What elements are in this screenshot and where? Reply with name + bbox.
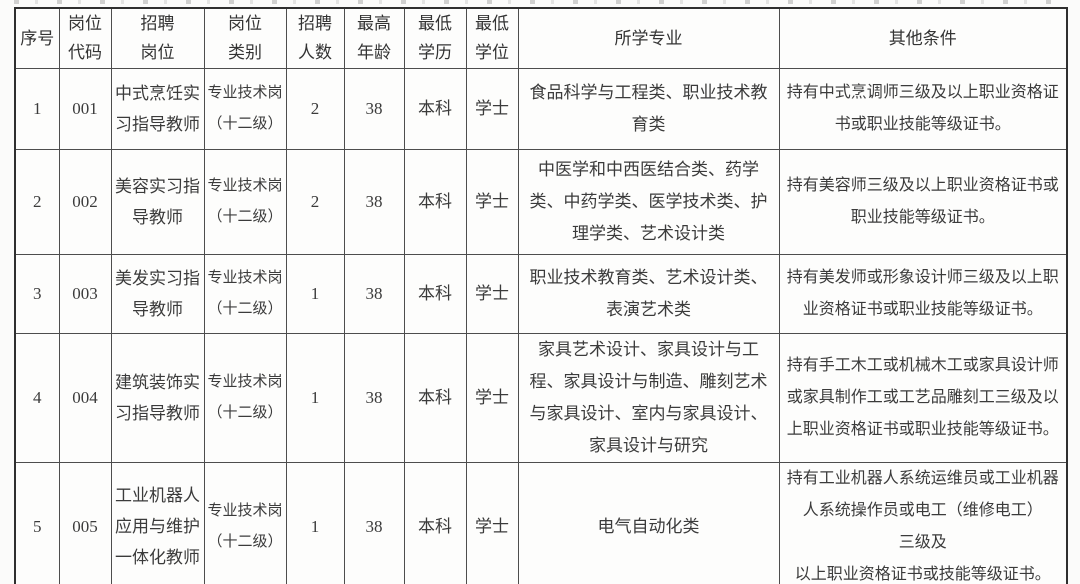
table-row: 5 005 工业机器人 应用与维护 一体化教师 专业技术岗 （十二级） 1 38… [14,461,1068,584]
header-majors: 所学专业 [517,7,780,69]
cell-min-degree: 学士 [465,461,519,584]
cell-recruit-position: 美容实习指 导教师 [110,148,205,255]
cell-position-category: 专业技术岗 （十二级） [203,461,287,584]
header-recruit-count: 招聘 人数 [285,7,345,69]
cell-min-education: 本科 [403,461,467,584]
cell-min-degree: 学士 [465,253,519,334]
cell-max-age: 38 [343,461,405,584]
cell-max-age: 38 [343,67,405,150]
cell-serial-number: 2 [14,148,60,255]
cell-max-age: 38 [343,253,405,334]
cell-min-degree: 学士 [465,332,519,463]
cell-min-education: 本科 [403,67,467,150]
cell-recruit-position: 工业机器人 应用与维护 一体化教师 [110,461,205,584]
cell-other-conditions: 持有工业机器人系统运维员或工业机器 人系统操作员或电工（维修电工）三级及 以上职… [778,461,1068,584]
cell-min-education: 本科 [403,253,467,334]
cell-position-category: 专业技术岗 （十二级） [203,67,287,150]
cell-majors: 电气自动化类 [517,461,780,584]
cell-other-conditions: 持有美发师或形象设计师三级及以上职 业资格证书或职业技能等级证书。 [778,253,1068,334]
cell-position-category: 专业技术岗 （十二级） [203,253,287,334]
cell-recruit-position: 中式烹饪实 习指导教师 [110,67,205,150]
cell-majors: 食品科学与工程类、职业技术教 育类 [517,67,780,150]
cell-min-education: 本科 [403,332,467,463]
cell-recruit-position: 建筑装饰实 习指导教师 [110,332,205,463]
cell-position-category: 专业技术岗 （十二级） [203,332,287,463]
header-position-code: 岗位 代码 [58,7,112,69]
header-other-conditions: 其他条件 [778,7,1068,69]
cell-recruit-count: 1 [285,253,345,334]
header-recruit-position: 招聘 岗位 [110,7,205,69]
table-row: 2 002 美容实习指 导教师 专业技术岗 （十二级） 2 38 本科 学士 中… [14,148,1068,255]
header-max-age: 最高 年龄 [343,7,405,69]
header-min-degree: 最低 学位 [465,7,519,69]
cell-serial-number: 5 [14,461,60,584]
header-serial-number: 序号 [14,7,60,69]
table-row: 4 004 建筑装饰实 习指导教师 专业技术岗 （十二级） 1 38 本科 学士… [14,332,1068,463]
cell-recruit-count: 2 [285,148,345,255]
cell-position-code: 004 [58,332,112,463]
cell-recruit-count: 1 [285,461,345,584]
cell-other-conditions: 持有手工木工或机械木工或家具设计师 或家具制作工或工艺品雕刻工三级及以 上职业资… [778,332,1068,463]
header-position-category: 岗位 类别 [203,7,287,69]
cell-recruit-count: 2 [285,67,345,150]
cell-majors: 职业技术教育类、艺术设计类、 表演艺术类 [517,253,780,334]
cell-min-education: 本科 [403,148,467,255]
cell-recruit-position: 美发实习指 导教师 [110,253,205,334]
recruitment-positions-table: 序号 岗位 代码 招聘 岗位 岗位 类别 招聘 人数 最高 年龄 最低 学历 最… [14,7,1068,584]
cell-min-degree: 学士 [465,67,519,150]
cell-position-code: 005 [58,461,112,584]
cell-position-code: 003 [58,253,112,334]
clipped-text-fragment [14,0,1066,4]
cell-recruit-count: 1 [285,332,345,463]
cell-other-conditions: 持有中式烹调师三级及以上职业资格证 书或职业技能等级证书。 [778,67,1068,150]
header-min-education: 最低 学历 [403,7,467,69]
cell-min-degree: 学士 [465,148,519,255]
cell-position-code: 001 [58,67,112,150]
cell-serial-number: 4 [14,332,60,463]
cell-majors: 家具艺术设计、家具设计与工 程、家具设计与制造、雕刻艺术 与家具设计、室内与家具… [517,332,780,463]
cell-max-age: 38 [343,332,405,463]
cell-other-conditions: 持有美容师三级及以上职业资格证书或 职业技能等级证书。 [778,148,1068,255]
cell-position-code: 002 [58,148,112,255]
cell-majors: 中医学和中西医结合类、药学 类、中药学类、医学技术类、护 理学类、艺术设计类 [517,148,780,255]
table-row: 3 003 美发实习指 导教师 专业技术岗 （十二级） 1 38 本科 学士 职… [14,253,1068,334]
table-header-row: 序号 岗位 代码 招聘 岗位 岗位 类别 招聘 人数 最高 年龄 最低 学历 最… [14,7,1068,69]
cell-max-age: 38 [343,148,405,255]
cell-position-category: 专业技术岗 （十二级） [203,148,287,255]
table-row: 1 001 中式烹饪实 习指导教师 专业技术岗 （十二级） 2 38 本科 学士… [14,67,1068,150]
cell-serial-number: 3 [14,253,60,334]
cell-serial-number: 1 [14,67,60,150]
